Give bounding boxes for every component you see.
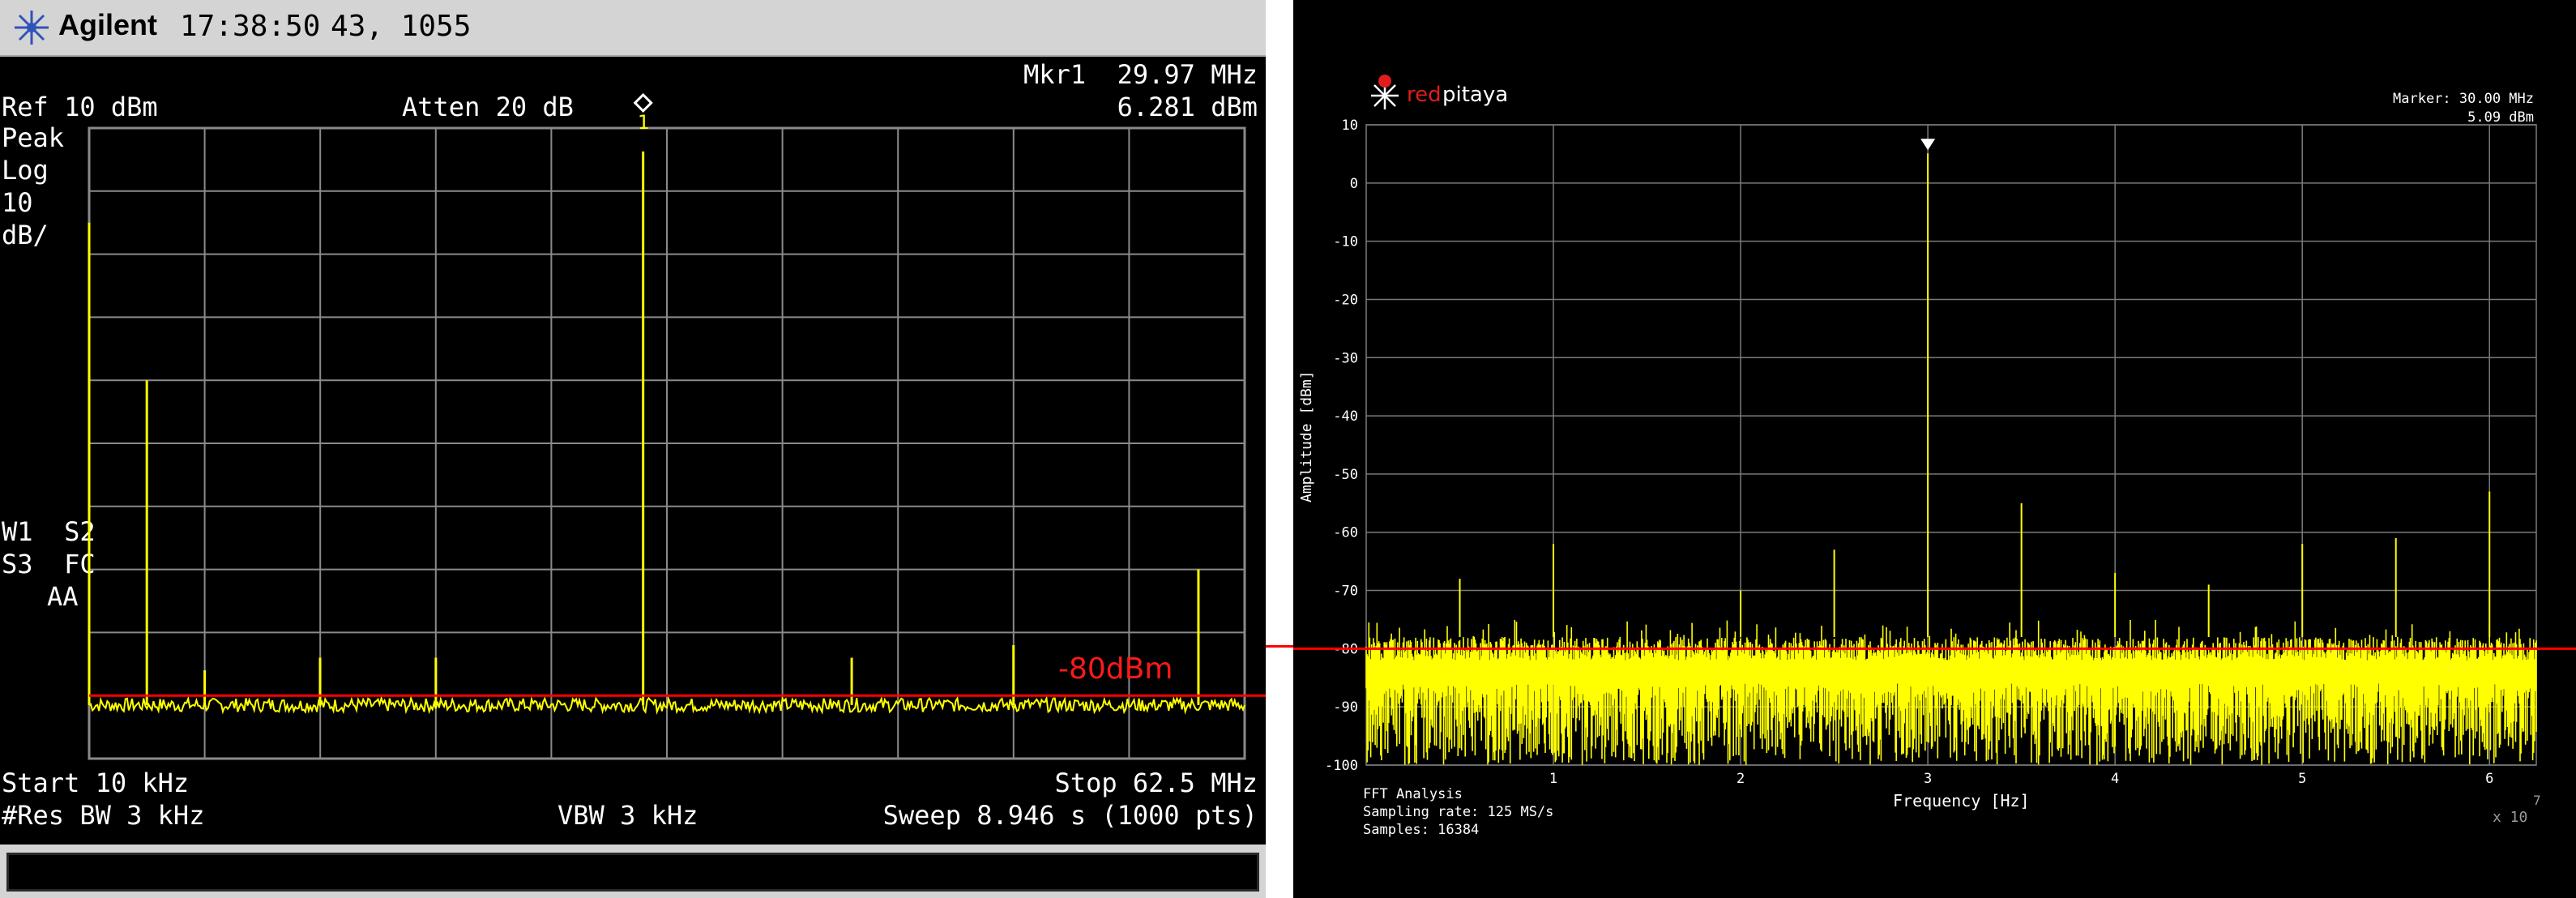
softkey-field[interactable] [6,853,1259,892]
scale-mode: Log [2,155,49,186]
fft-y-tick-label: 10 [1342,118,1358,134]
fft-x-tick-label: 2 [1737,771,1745,787]
analyzer-title-bar: Agilent 17:38:50 43, 1055 [0,0,1266,57]
analyzer-plot [88,92,1266,760]
resolution-bandwidth: #Res BW 3 kHz [2,800,205,831]
start-frequency: Start 10 kHz [2,768,190,798]
fft-y-tick-label: -100 [1325,758,1358,774]
fft-y-tick-label: -90 [1333,699,1358,716]
reference-line-label: -80dBm [1058,652,1173,686]
fft-samples: Samples: 16384 [1363,822,1480,838]
fft-x-multiplier: x 10 [2493,809,2528,826]
sweep-time: Sweep 8.946 s (1000 pts) [882,800,1258,831]
fft-y-tick-label: -20 [1333,292,1358,308]
fft-x-tick-label: 6 [2485,771,2493,787]
fft-y-tick-label: -10 [1333,234,1358,250]
fft-x-axis-label: Frequency [Hz] [1893,791,2030,810]
fft-y-tick-label: -70 [1333,584,1358,600]
marker-frequency: Mkr1 29.97 MHz [1023,59,1258,90]
redpitaya-logo-icon [1371,75,1399,109]
fft-y-axis-label: Amplitude [dBm] [1298,370,1315,502]
clock-time: 17:38:50 [180,10,321,43]
brand-name: Agilent [58,8,157,41]
fft-marker-triangle [1920,139,1936,151]
marker-diamond [633,92,653,113]
detector-mode: Peak [2,122,65,153]
fft-y-tick-label: -40 [1333,408,1358,425]
marker-number: 1 [637,110,650,134]
analyzer-screen: Mkr1 29.97 MHz 6.281 dBm Ref 10 dBm Atte… [0,57,1266,845]
fft-y-tick-label: -60 [1333,525,1358,541]
scale-value: 10 [2,187,33,218]
fft-y-tick-label: 0 [1350,176,1358,192]
fft-marker-frequency: Marker: 30.00 MHz [2393,91,2534,107]
fft-x-tick-label: 1 [1549,771,1557,787]
fft-info-title: FFT Analysis [1363,786,1463,802]
attenuation: Atten 20 dB [402,92,574,122]
date-readout: 43, 1055 [331,10,472,43]
logo-red-text: red [1407,83,1442,107]
reference-connector-line [1266,645,1293,648]
scale-unit: dB/ [2,220,49,250]
agilent-analyzer-window: Agilent 17:38:50 43, 1055 Mkr1 29.97 MHz… [0,0,1266,898]
agilent-logo-icon [15,11,49,45]
reference-level: Ref 10 dBm [2,92,158,122]
stop-frequency: Stop 62.5 MHz [1054,768,1258,798]
redpitaya-fft-window: red pitaya Marker: 30.00 MHz 5.09 dBm 10… [1293,0,2576,898]
fft-x-tick-label: 5 [2298,771,2306,787]
logo-white-text: pitaya [1442,83,1509,107]
fft-x-exponent: 7 [2533,793,2541,808]
fft-x-tick-label: 3 [1924,771,1932,787]
fft-sampling-rate: Sampling rate: 125 MS/s [1363,804,1554,820]
marker-level: 6.281 dBm [1117,92,1258,122]
noise-floor-trace [88,695,1245,715]
fft-y-tick-label: -30 [1333,350,1358,366]
fft-x-tick-label: 4 [2111,771,2119,787]
video-bandwidth: VBW 3 kHz [557,800,698,831]
status-aa: AA [47,581,79,612]
fft-marker-level: 5.09 dBm [2467,109,2534,126]
fft-y-tick-label: -50 [1333,467,1358,483]
fft-noise-band [1365,619,2537,765]
softkey-bar [0,845,1266,898]
